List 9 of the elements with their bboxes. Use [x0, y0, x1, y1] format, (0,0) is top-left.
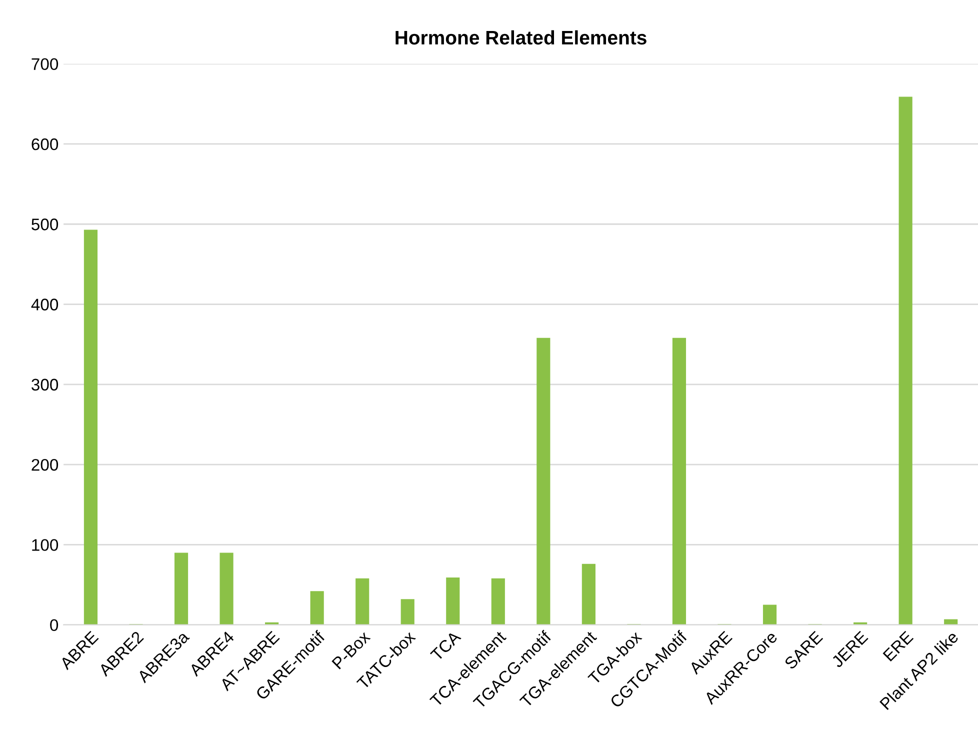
y-tick-label: 200	[32, 458, 58, 471]
y-tick-label: 700	[32, 58, 58, 70]
y-tick-label: 100	[32, 539, 58, 551]
y-tick-label: 600	[32, 138, 58, 150]
y-tick-label: 0	[50, 619, 58, 632]
chart-title: Hormone Related Elements	[396, 30, 646, 45]
y-tick-label: 300	[32, 378, 58, 391]
y-tick-label: 400	[31, 298, 58, 310]
y-tick-label: 500	[32, 218, 58, 230]
